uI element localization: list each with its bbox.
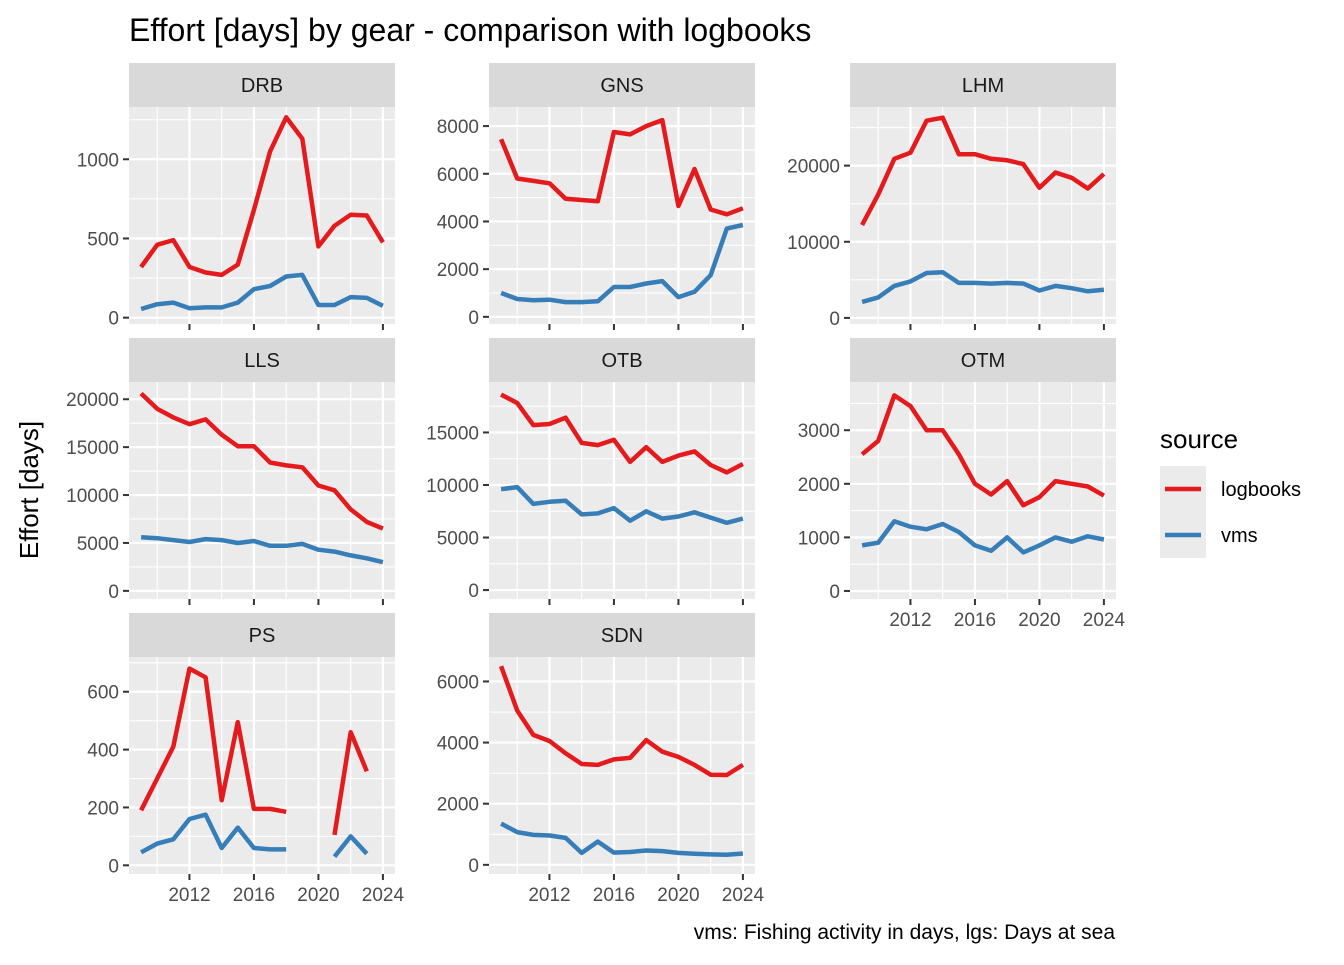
panel-background bbox=[489, 107, 755, 324]
panel-strip bbox=[129, 338, 395, 382]
x-tick-label: 2020 bbox=[1018, 610, 1060, 631]
panel-strip-label: LHM bbox=[962, 75, 1004, 97]
y-tick-label: 6000 bbox=[437, 165, 479, 186]
y-tick-label: 2000 bbox=[798, 475, 840, 496]
x-tick-label: 2020 bbox=[297, 885, 339, 906]
panel-strip bbox=[850, 338, 1116, 382]
series-line-vms bbox=[500, 484, 744, 526]
series-line-vms bbox=[140, 812, 369, 859]
x-tick-label: 2012 bbox=[168, 885, 210, 906]
y-tick-label: 600 bbox=[87, 683, 119, 704]
y-tick-label: 20000 bbox=[66, 390, 119, 411]
series-line-vms bbox=[861, 269, 1105, 305]
y-tick-label: 2000 bbox=[437, 795, 479, 816]
series-line-logbooks bbox=[139, 666, 369, 836]
y-tick-label: 400 bbox=[87, 741, 119, 762]
x-tick-label: 2016 bbox=[593, 885, 635, 906]
panel-drb: DRB 0 500 1000 bbox=[77, 63, 395, 330]
x-tick-label: 2016 bbox=[233, 885, 275, 906]
y-tick-label: 5000 bbox=[77, 534, 119, 555]
x-tick-label: 2016 bbox=[954, 610, 996, 631]
y-tick-label: 0 bbox=[108, 309, 119, 330]
series-line-vms bbox=[140, 534, 384, 565]
legend-label: logbooks bbox=[1221, 479, 1301, 501]
panel-strip bbox=[129, 63, 395, 107]
legend: source logbooks vms bbox=[1160, 424, 1301, 558]
panel-strip-label: DRB bbox=[241, 75, 283, 97]
panels: DRB05001000GNS02000400060008000LHM010000… bbox=[66, 63, 1125, 906]
x-tick-label: 2024 bbox=[1083, 610, 1126, 631]
panel-lls: LLS 0 5000 10000 15000 20000 bbox=[66, 338, 395, 605]
panel-strip-label: LLS bbox=[244, 350, 280, 372]
series-line-logbooks bbox=[498, 665, 745, 778]
panel-otb: OTB 0 5000 10000 15000 bbox=[426, 338, 755, 605]
panel-strip bbox=[489, 613, 755, 657]
panel-sdn: SDN 0 2000 4000 6000 2012 2016 2020 2024 bbox=[437, 613, 765, 906]
series-line-vms bbox=[500, 222, 744, 305]
y-tick-label: 500 bbox=[87, 229, 119, 250]
y-tick-label: 0 bbox=[468, 856, 479, 877]
panel-background bbox=[489, 657, 755, 874]
panel-strip-label: OTB bbox=[601, 350, 642, 372]
y-tick-label: 10000 bbox=[787, 233, 840, 254]
series-line-vms bbox=[500, 821, 744, 857]
y-tick-label: 10000 bbox=[426, 476, 479, 497]
panel-strip bbox=[489, 338, 755, 382]
y-tick-label: 3000 bbox=[798, 421, 840, 442]
y-tick-label: 200 bbox=[87, 798, 119, 819]
y-tick-label: 0 bbox=[108, 856, 119, 877]
y-tick-label: 5000 bbox=[437, 529, 479, 550]
y-tick-label: 15000 bbox=[66, 438, 119, 459]
series-line-logbooks bbox=[499, 117, 744, 217]
x-tick-label: 2024 bbox=[722, 885, 765, 906]
series-line-vms bbox=[140, 272, 384, 312]
y-tick-label: 0 bbox=[468, 581, 479, 602]
y-tick-label: 4000 bbox=[437, 734, 479, 755]
x-tick-label: 2024 bbox=[362, 885, 405, 906]
series-line-logbooks bbox=[139, 115, 385, 278]
chart-title: Effort [days] by gear - comparison with … bbox=[129, 12, 811, 48]
panel-lhm: LHM 0 10000 20000 bbox=[787, 63, 1116, 330]
y-tick-label: 0 bbox=[829, 309, 840, 330]
chart-caption: vms: Fishing activity in days, lgs: Days… bbox=[694, 921, 1116, 944]
legend-entry-vms: vms bbox=[1160, 512, 1258, 558]
series-line-logbooks bbox=[500, 392, 744, 475]
panel-background bbox=[489, 382, 755, 599]
legend-entry-logbooks: logbooks bbox=[1160, 466, 1301, 512]
y-tick-label: 1000 bbox=[77, 150, 119, 171]
panel-strip-label: SDN bbox=[601, 625, 643, 647]
series-line-logbooks bbox=[860, 115, 1106, 227]
y-axis-label: Effort [days] bbox=[14, 421, 44, 559]
series-line-logbooks bbox=[139, 391, 384, 531]
y-tick-label: 1000 bbox=[798, 528, 840, 549]
y-tick-label: 6000 bbox=[437, 672, 479, 693]
panel-strip-label: OTM bbox=[961, 350, 1005, 372]
panel-strip bbox=[489, 63, 755, 107]
panel-otm: OTM 0 1000 2000 3000 2012 2016 2020 2024 bbox=[798, 338, 1126, 631]
x-tick-label: 2012 bbox=[889, 610, 931, 631]
panel-strip-label: GNS bbox=[600, 75, 643, 97]
x-tick-label: 2020 bbox=[657, 885, 699, 906]
legend-label: vms bbox=[1221, 525, 1258, 547]
y-tick-label: 0 bbox=[829, 582, 840, 603]
legend-title: source bbox=[1160, 424, 1238, 454]
y-tick-label: 15000 bbox=[426, 423, 479, 444]
panel-strip bbox=[850, 63, 1116, 107]
x-tick-label: 2012 bbox=[528, 885, 570, 906]
panel-strip bbox=[129, 613, 395, 657]
y-tick-label: 10000 bbox=[66, 486, 119, 507]
y-tick-label: 2000 bbox=[437, 260, 479, 281]
panel-strip-label: PS bbox=[249, 625, 276, 647]
y-tick-label: 0 bbox=[108, 582, 119, 603]
y-tick-label: 20000 bbox=[787, 157, 840, 178]
y-tick-label: 8000 bbox=[437, 117, 479, 138]
panel-ps: PS 0 200 400 600 2012 2016 2020 2024 bbox=[87, 613, 404, 906]
series-line-logbooks bbox=[860, 393, 1106, 508]
y-tick-label: 0 bbox=[468, 308, 479, 329]
panel-gns: GNS 0 2000 4000 6000 8000 bbox=[437, 63, 755, 330]
series-line-vms bbox=[861, 519, 1105, 555]
y-tick-label: 4000 bbox=[437, 212, 479, 233]
